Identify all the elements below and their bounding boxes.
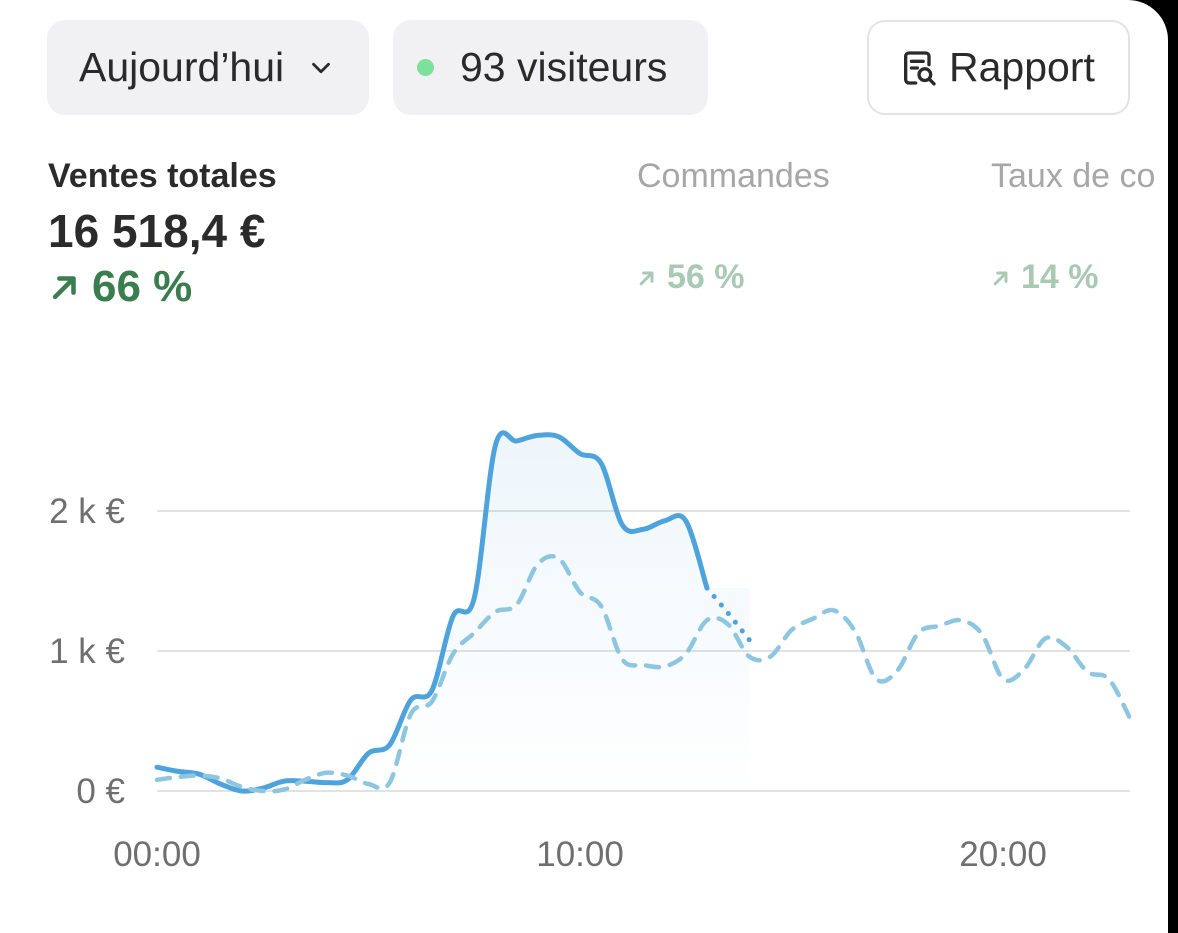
y-tick-label: 2 k € [49, 492, 125, 531]
metric-value: 16 518,4 € [48, 205, 266, 257]
metric-orders[interactable]: Commandes 56 % [637, 157, 830, 297]
current-series-projection [704, 585, 752, 643]
metric-label: Taux de co [991, 157, 1156, 195]
report-label: Rapport [949, 44, 1095, 90]
metric-change-value: 14 % [1021, 258, 1099, 296]
y-tick-label: 0 € [76, 772, 125, 811]
metric-label: Ventes totales [48, 157, 277, 195]
arrow-up-right-icon [52, 276, 76, 300]
chevron-down-icon [312, 62, 331, 73]
metric-change-value: 66 % [92, 262, 193, 311]
metric-total-sales[interactable]: Ventes totales 16 518,4 € 66 % [48, 157, 277, 312]
date-range-button[interactable]: Aujourd’hui [47, 20, 369, 115]
x-tick-label: 10:00 [536, 835, 624, 874]
live-visitors-badge: 93 visiteurs [393, 20, 708, 115]
arrow-up-right-icon [639, 271, 654, 285]
y-tick-label: 1 k € [49, 632, 125, 671]
current-series-area [157, 432, 750, 792]
report-button[interactable]: Rapport [867, 20, 1130, 115]
date-range-label: Aujourd’hui [79, 44, 285, 90]
live-visitors-label: 93 visiteurs [460, 44, 668, 90]
metric-conversion-rate[interactable]: Taux de co 14 % [991, 157, 1155, 297]
metric-change: 14 % [991, 258, 1155, 297]
metric-change: 56 % [637, 258, 830, 297]
report-search-icon [904, 50, 936, 86]
x-tick-label: 20:00 [959, 835, 1047, 874]
arrow-up-right-icon [993, 271, 1008, 285]
metric-change-value: 56 % [667, 258, 745, 296]
x-tick-label: 00:00 [113, 835, 201, 874]
sales-chart: 0 € 1 k € 2 k € 00:00 10:00 20:00 [49, 430, 1133, 874]
live-status-dot [417, 59, 434, 76]
comparison-series-line [154, 554, 1133, 794]
metric-label: Commandes [637, 157, 830, 195]
metric-change: 66 % [48, 262, 277, 312]
